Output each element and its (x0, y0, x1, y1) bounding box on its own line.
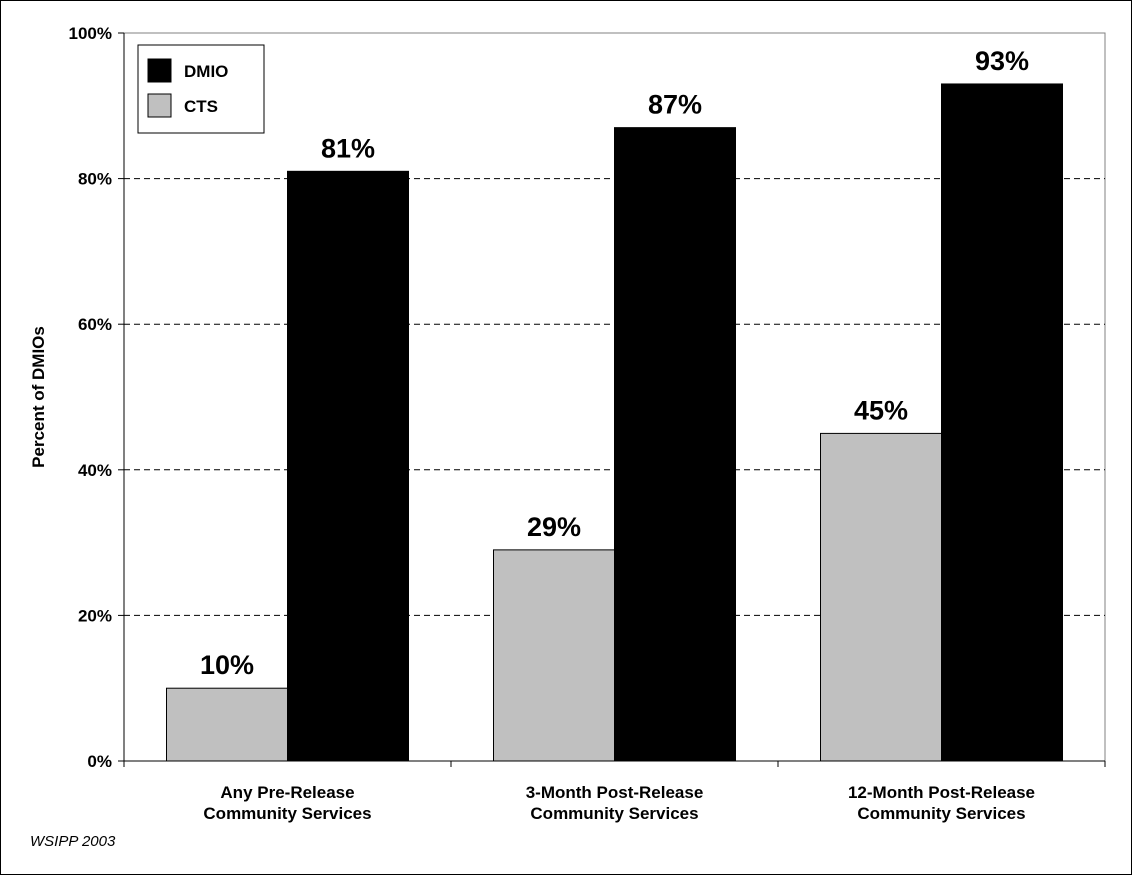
x-category-label: 12-Month Post-Release (848, 783, 1035, 802)
bar-cts-2 (820, 432, 942, 762)
legend-label-cts: CTS (184, 97, 218, 116)
legend-label-dmio: DMIO (184, 62, 228, 81)
labels: 10% 81% Any Pre-Release Community Services 2… (200, 46, 1035, 823)
x-category-label: Any Pre-Release (220, 783, 354, 802)
legend-box (137, 44, 265, 134)
data-label-dmio-1: 87% (648, 90, 702, 120)
axes: 0% 20% 40% 60% 80% 100% Percent of DMIOs (29, 24, 1106, 771)
y-tick-label: 0% (87, 752, 112, 771)
x-category-label: Community Services (203, 804, 371, 823)
y-axis-title: Percent of DMIOs (29, 326, 48, 468)
legend: DMIO CTS (137, 44, 265, 134)
source-note: WSIPP 2003 (30, 833, 116, 850)
bar-dmio-2 (941, 83, 1063, 762)
legend-swatch-dmio (147, 58, 172, 83)
y-tick-label: 100% (69, 24, 112, 43)
bars (166, 83, 1063, 762)
bar-cts-1 (493, 549, 615, 762)
bar-dmio-1 (614, 127, 736, 762)
y-tick-label: 60% (78, 315, 112, 334)
x-category-label: Community Services (857, 804, 1025, 823)
data-label-dmio-2: 93% (975, 46, 1029, 76)
data-label-cts-1: 29% (527, 512, 581, 542)
y-tick-label: 20% (78, 606, 112, 625)
data-label-dmio-0: 81% (321, 133, 375, 163)
x-category-label: 3-Month Post-Release (526, 783, 704, 802)
x-category-label: Community Services (530, 804, 698, 823)
bar-dmio-0 (287, 170, 409, 762)
y-tick-label: 40% (78, 461, 112, 480)
data-label-cts-0: 10% (200, 650, 254, 680)
bar-cts-0 (166, 687, 288, 762)
y-tick-label: 80% (78, 170, 112, 189)
data-label-cts-2: 45% (854, 395, 908, 425)
legend-swatch-cts (147, 93, 172, 118)
